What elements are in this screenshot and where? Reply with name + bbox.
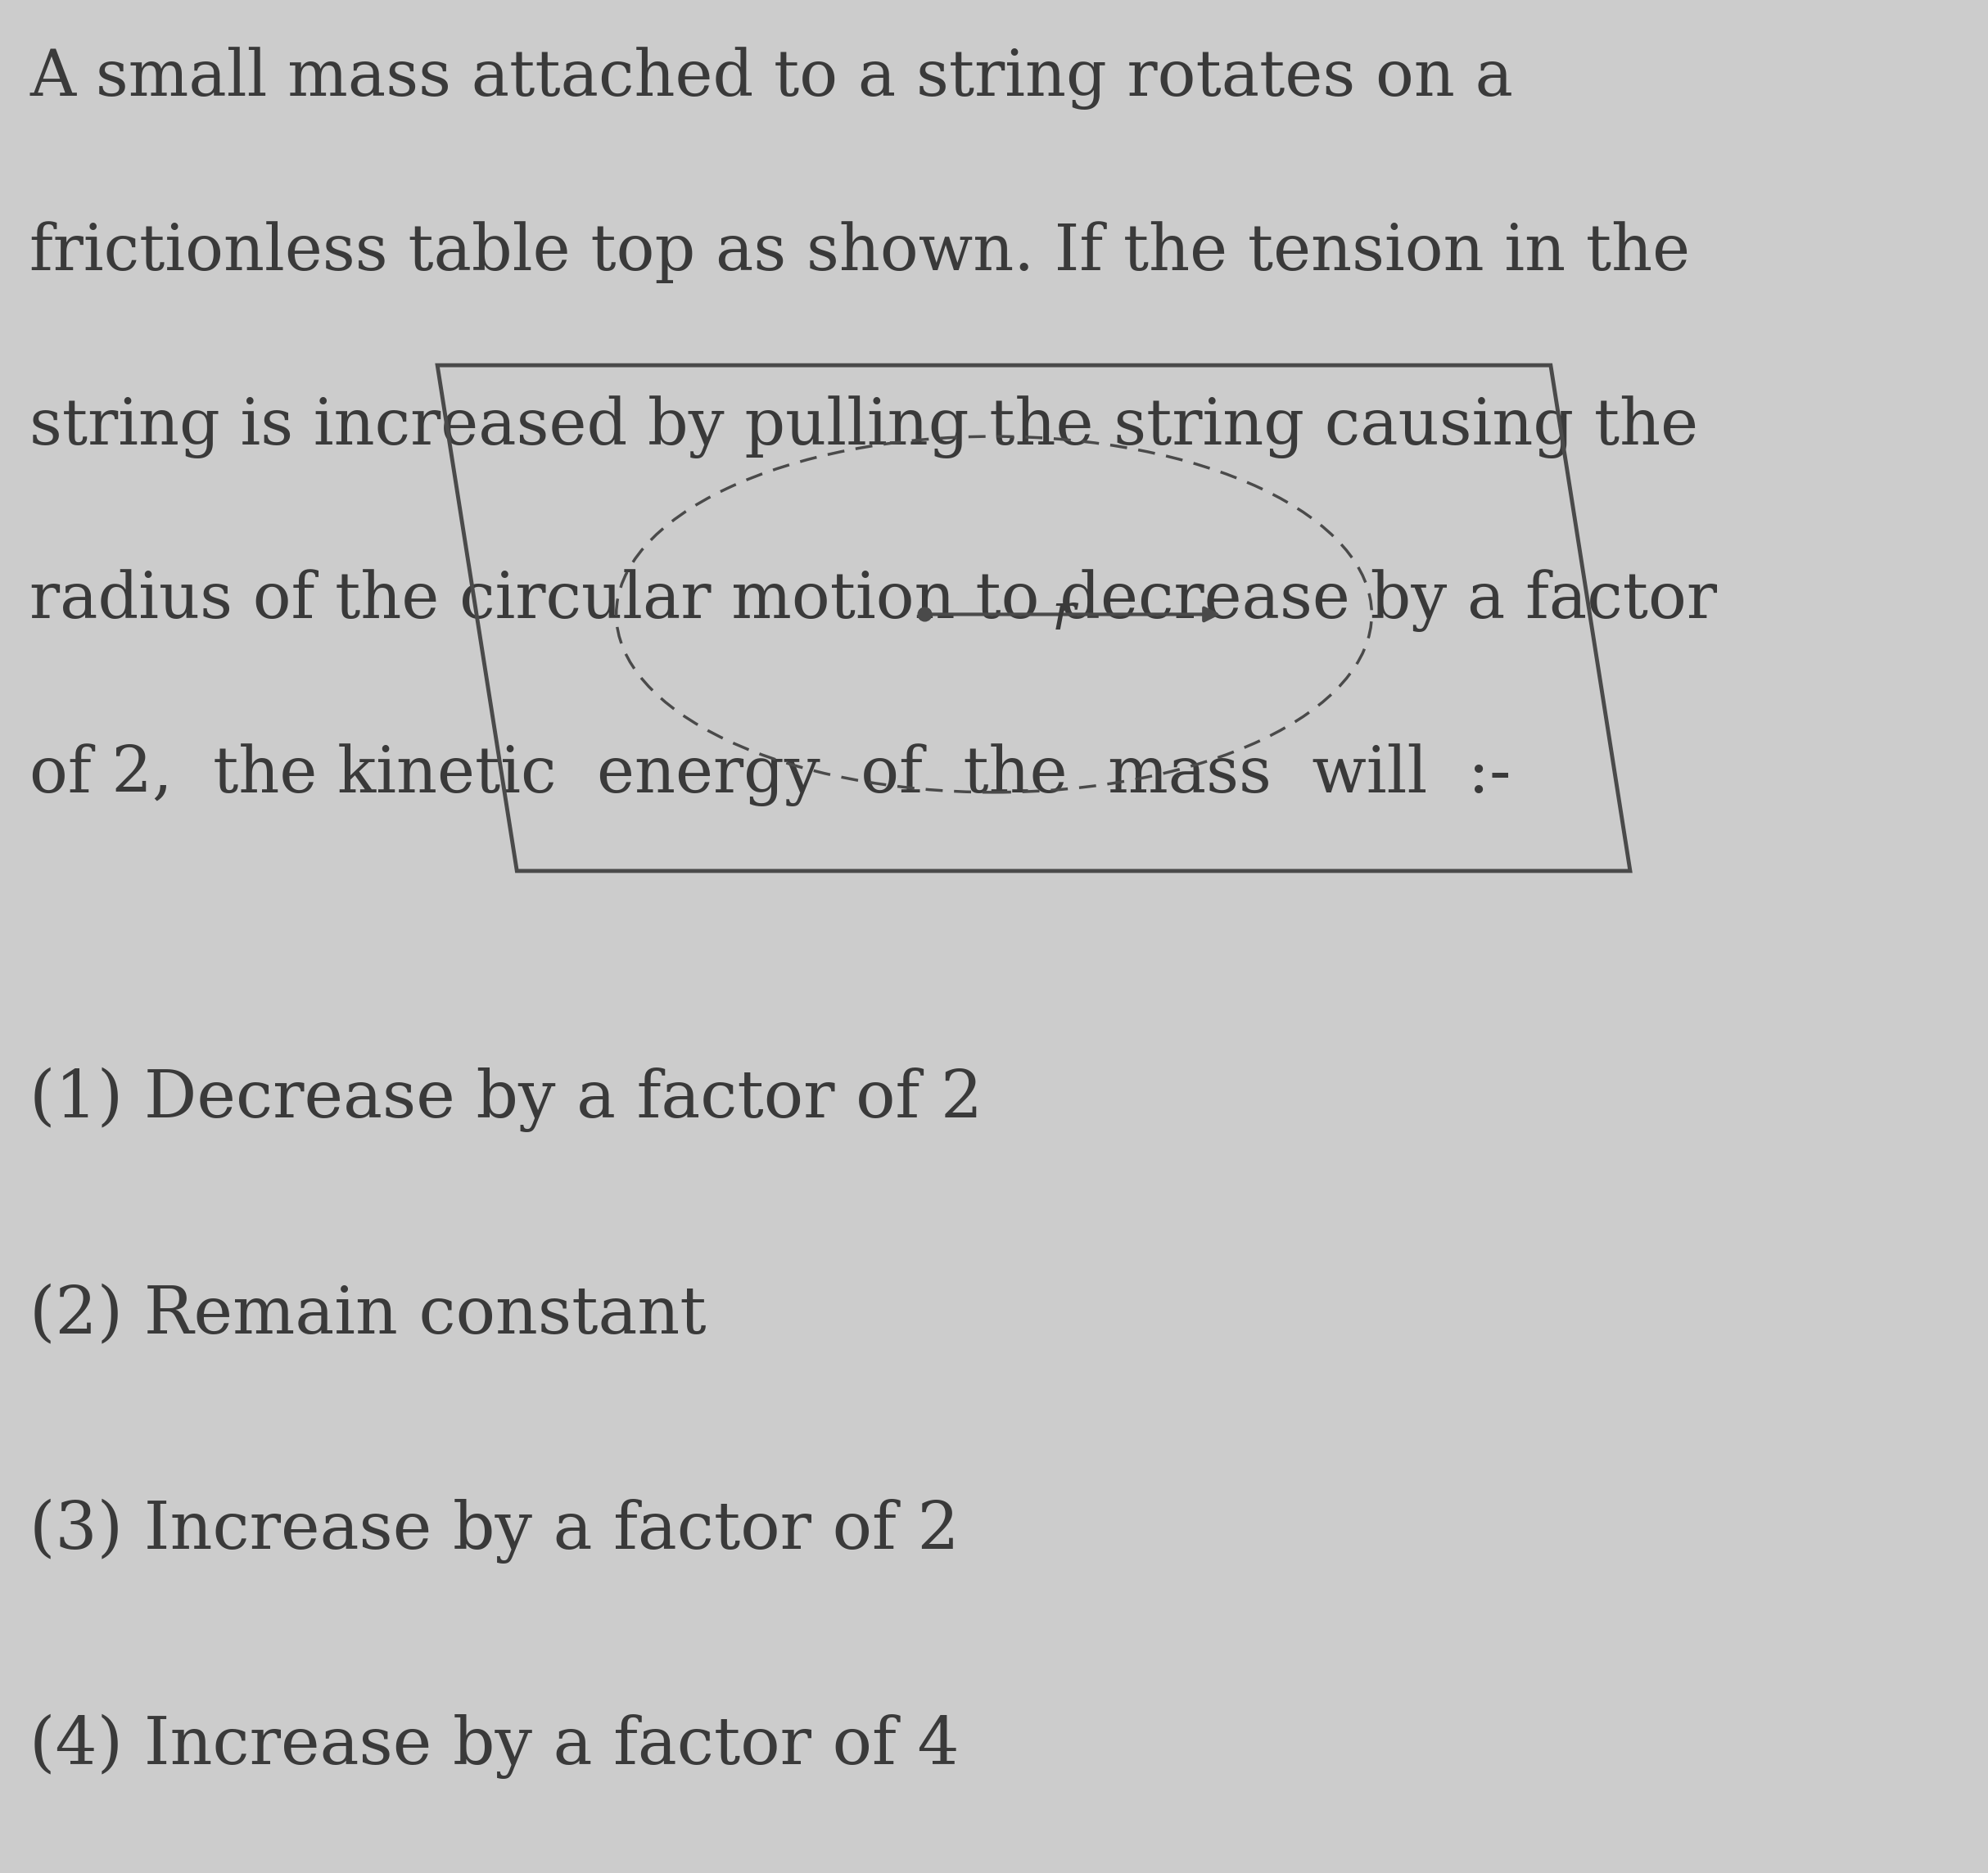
- Text: (2) Remain constant: (2) Remain constant: [30, 1283, 706, 1347]
- Text: string is increased by pulling the string causing the: string is increased by pulling the strin…: [30, 395, 1698, 459]
- Text: (4) Increase by a factor of 4: (4) Increase by a factor of 4: [30, 1714, 960, 1779]
- Text: r: r: [1052, 592, 1076, 641]
- Text: (1) Decrease by a factor of 2: (1) Decrease by a factor of 2: [30, 1068, 982, 1133]
- Text: (3) Increase by a factor of 2: (3) Increase by a factor of 2: [30, 1498, 960, 1564]
- Text: radius of the circular motion to decrease by a factor: radius of the circular motion to decreas…: [30, 569, 1718, 633]
- Text: of 2,  the kinetic  energy  of  the  mass  will  :-: of 2, the kinetic energy of the mass wil…: [30, 744, 1511, 807]
- Text: frictionless table top as shown. If the tension in the: frictionless table top as shown. If the …: [30, 221, 1690, 283]
- Text: A small mass attached to a string rotates on a: A small mass attached to a string rotate…: [30, 47, 1513, 111]
